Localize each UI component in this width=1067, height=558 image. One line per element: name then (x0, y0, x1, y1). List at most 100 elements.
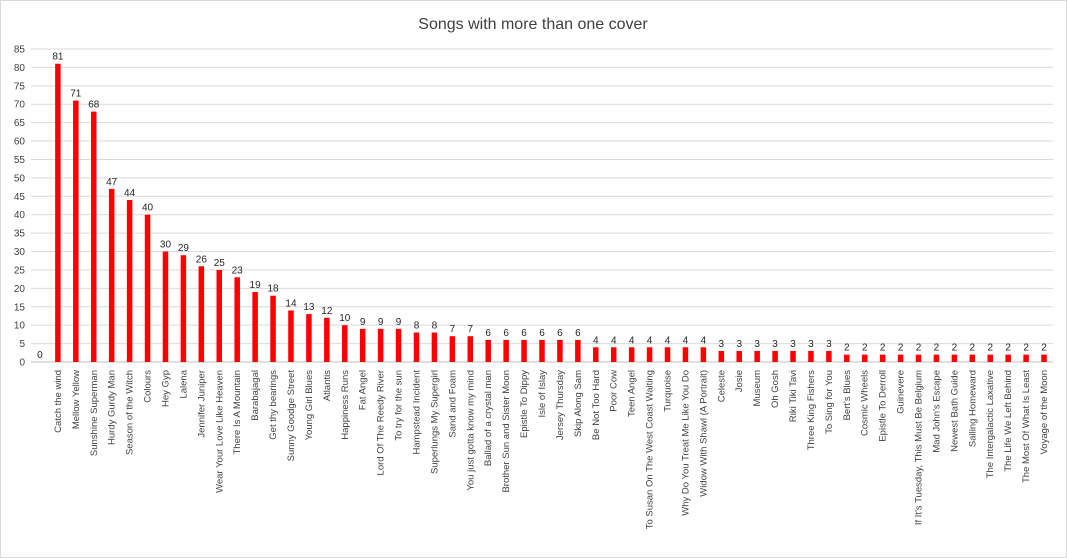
x-tick-label: Widow With Shawl (A Portrait) (698, 370, 709, 497)
data-label: 25 (214, 258, 226, 269)
bar (73, 100, 79, 362)
x-tick-label: Poor Cow (609, 370, 620, 412)
bar (234, 277, 240, 362)
x-tick-label: Mellow Yellow (71, 370, 82, 429)
x-tick-label: Lord Of The Reedy River (376, 370, 387, 475)
x-tick-label: Sunshine Superman (89, 370, 100, 456)
x-tick-label: Sand and Foam (447, 370, 458, 438)
data-label: 3 (719, 339, 725, 350)
y-tick-label: 5 (19, 339, 25, 350)
x-tick-label: Hurdy Gurdy Man (107, 370, 118, 445)
x-tick-label: Be Not Too Hard (591, 370, 602, 440)
data-label: 2 (934, 343, 940, 354)
data-label: 10 (339, 313, 351, 324)
bar (951, 354, 958, 362)
x-tick-label: Atlantis (322, 370, 333, 401)
bar (413, 332, 420, 362)
x-tick-label: Oh Gosh (770, 370, 781, 408)
data-label: 29 (178, 243, 190, 254)
x-tick-label: There Is A Mountain (232, 370, 243, 455)
y-tick-label: 50 (14, 173, 26, 184)
bar (342, 325, 348, 362)
data-label: 9 (360, 317, 366, 328)
x-tick-label: Catch the wind (53, 370, 64, 433)
bar (503, 339, 509, 362)
bar (754, 350, 760, 362)
x-tick-label: Sunny Goodge Street (286, 370, 297, 462)
x-tick-label: Brother Sun and Sister Moon (501, 370, 512, 493)
bar (126, 199, 133, 362)
data-label: 6 (557, 328, 563, 339)
bar (897, 354, 904, 362)
y-tick-label: 80 (14, 63, 26, 74)
data-label: 7 (450, 324, 456, 335)
bar (593, 347, 599, 362)
bar (162, 251, 169, 362)
y-tick-label: 40 (14, 210, 26, 221)
data-label: 8 (432, 321, 438, 332)
bar (144, 214, 151, 362)
data-label: 19 (250, 280, 262, 291)
data-label: 6 (539, 328, 545, 339)
data-label: 2 (880, 343, 886, 354)
y-tick-label: 20 (14, 284, 26, 295)
data-label: 12 (321, 306, 333, 317)
x-tick-label: The Life We Left Behind (1003, 370, 1014, 472)
x-tick-label: Lalena (178, 369, 189, 398)
data-label: 18 (267, 284, 279, 295)
bar (324, 317, 330, 362)
data-label: 9 (378, 317, 384, 328)
data-label: 3 (754, 339, 760, 350)
data-label: 71 (70, 89, 82, 100)
y-tick-label: 25 (14, 265, 26, 276)
bar (718, 350, 725, 362)
bar (1023, 354, 1029, 362)
x-tick-label: Newest Bath Guide (949, 370, 960, 452)
x-tick-label: Isle of Islay (537, 370, 548, 418)
bar (108, 188, 115, 362)
x-tick-label: The Intergalactic Laxative (985, 370, 996, 478)
data-label: 40 (142, 203, 154, 214)
bar (539, 339, 545, 362)
x-tick-label: Voyage of the Moon (1039, 370, 1050, 455)
bar (915, 354, 922, 362)
data-label: 4 (611, 335, 617, 346)
bar (198, 266, 205, 362)
x-tick-label: Get thy bearings (268, 370, 279, 440)
bar (826, 350, 832, 362)
bar (216, 269, 223, 362)
y-tick-label: 15 (14, 302, 26, 313)
data-label: 3 (808, 339, 814, 350)
data-label: 2 (952, 343, 958, 354)
x-tick-label: Colours (143, 370, 154, 403)
x-tick-label: Mad John's Escape (931, 370, 942, 453)
data-label: 6 (485, 328, 491, 339)
y-tick-label: 75 (14, 81, 26, 92)
bar (628, 347, 635, 362)
chart-title: Songs with more than one cover (418, 16, 648, 33)
x-tick-label: Hey Gyp (160, 370, 171, 407)
data-label: 2 (1005, 343, 1011, 354)
x-tick-label: The Most Of What Is Least (1021, 370, 1032, 483)
x-tick-label: Guinevere (896, 370, 907, 414)
data-label: 2 (898, 343, 904, 354)
bar (467, 336, 474, 362)
x-tick-label: Fat Angel (358, 370, 369, 410)
data-label: 30 (160, 240, 172, 251)
bar (449, 336, 456, 362)
x-tick-label: Bert's Blues (842, 370, 853, 421)
y-tick-label: 70 (14, 100, 26, 111)
bar (987, 354, 993, 362)
bar (772, 350, 778, 362)
bar (359, 328, 366, 362)
data-label: 6 (575, 328, 581, 339)
x-tick-label: Jersey Thursday (555, 370, 566, 440)
x-tick-label: To Sing for You (824, 370, 835, 434)
bar (557, 339, 563, 362)
data-label: 2 (987, 343, 993, 354)
bar (270, 295, 276, 362)
x-tick-label: Happiness Runs (340, 370, 351, 440)
x-tick-label: If It's Tuesday, This Must Be Belgium (914, 370, 925, 525)
bar (1041, 354, 1047, 362)
